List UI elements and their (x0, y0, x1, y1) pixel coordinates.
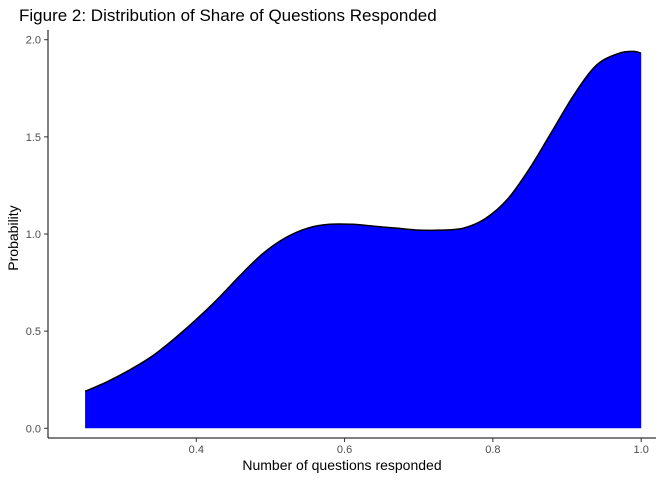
chart-title: Figure 2: Distribution of Share of Quest… (19, 6, 437, 25)
axes: 0.4 0.6 0.8 1.0 0.0 0.5 1.0 1.5 2.0 (26, 30, 656, 456)
x-tick-label: 0.8 (485, 444, 500, 456)
x-tick-label: 1.0 (634, 444, 649, 456)
x-tick-label: 0.6 (337, 444, 352, 456)
y-tick-label: 2.0 (26, 35, 41, 47)
density-area (85, 51, 642, 429)
y-tick-label: 1.5 (26, 132, 41, 144)
y-axis-title: Probability (5, 205, 21, 270)
plot-area (84, 50, 642, 429)
y-tick-label: 0.5 (26, 326, 41, 338)
density-line (84, 50, 642, 393)
y-tick-label: 0.0 (26, 423, 41, 435)
y-tick-label: 1.0 (26, 229, 41, 241)
x-axis-title: Number of questions responded (242, 457, 441, 473)
x-tick-label: 0.4 (189, 444, 204, 456)
